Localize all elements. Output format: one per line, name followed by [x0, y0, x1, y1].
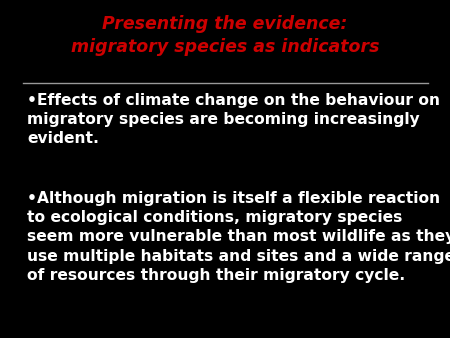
Text: Presenting the evidence:
migratory species as indicators: Presenting the evidence: migratory speci…	[71, 15, 379, 56]
Text: •Although migration is itself a flexible reaction
to ecological conditions, migr: •Although migration is itself a flexible…	[27, 191, 450, 283]
Text: •Effects of climate change on the behaviour on
migratory species are becoming in: •Effects of climate change on the behavi…	[27, 93, 440, 146]
